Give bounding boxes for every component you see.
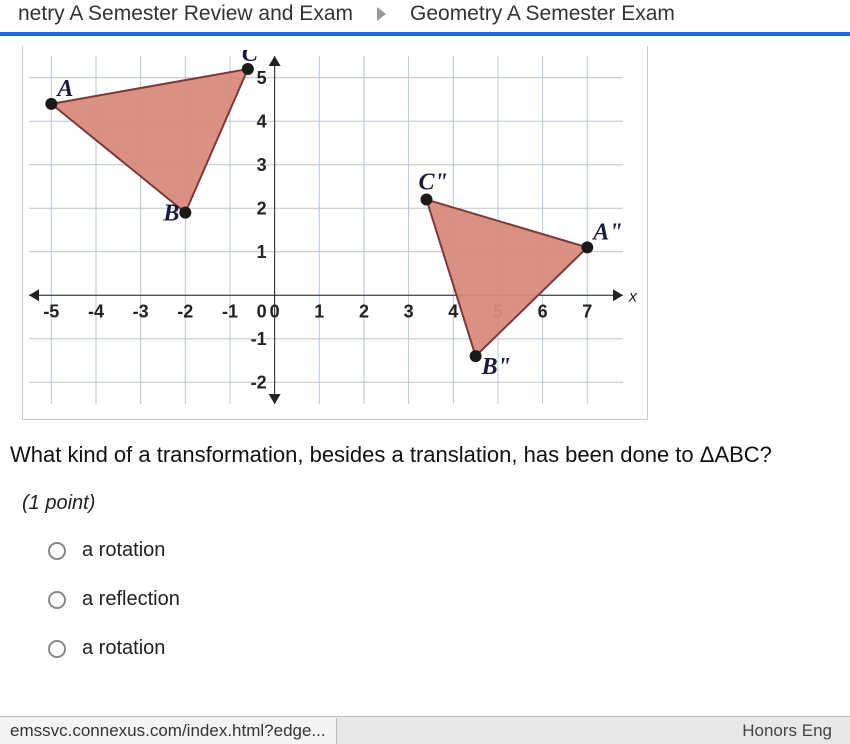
svg-text:0: 0 [257,301,267,321]
svg-text:6: 6 [538,301,548,321]
svg-text:-2: -2 [177,301,193,321]
status-url: emssvc.connexus.com/index.html?edge... [0,718,337,744]
option-b[interactable]: a reflection [48,588,850,611]
status-bar: emssvc.connexus.com/index.html?edge... H… [0,716,850,744]
svg-text:-1: -1 [222,301,238,321]
option-label: a rotation [82,637,165,660]
svg-text:B: B [162,201,179,227]
option-label: a rotation [82,539,165,562]
svg-text:0: 0 [270,301,280,321]
svg-text:1: 1 [314,301,324,321]
svg-text:-2: -2 [251,372,267,392]
option-label: a reflection [82,588,180,611]
breadcrumb: netry A Semester Review and Exam Geometr… [0,0,850,36]
status-right: Honors Eng [742,721,850,741]
svg-text:x: x [628,288,638,305]
breadcrumb-current: Geometry A Semester Exam [392,2,693,26]
radio-icon [48,542,66,560]
chevron-right-icon [377,7,386,21]
question-text: What kind of a transformation, besides a… [10,442,846,468]
svg-text:4: 4 [448,301,458,321]
svg-text:3: 3 [404,301,414,321]
svg-text:4: 4 [257,111,267,131]
svg-text:-4: -4 [88,301,104,321]
svg-text:A: A [55,76,73,102]
svg-text:2: 2 [359,301,369,321]
breadcrumb-parent[interactable]: netry A Semester Review and Exam [0,2,371,26]
svg-text:5: 5 [257,68,267,88]
svg-text:3: 3 [257,155,267,175]
svg-text:A": A" [591,219,622,245]
svg-text:-1: -1 [251,329,267,349]
grid-svg: x-5-4-3-2-101234567-2-1123450ACBC"A"B" [23,50,643,410]
coordinate-grid-figure: x-5-4-3-2-101234567-2-1123450ACBC"A"B" [22,46,648,420]
svg-text:-5: -5 [43,301,59,321]
svg-text:1: 1 [257,242,267,262]
radio-icon [48,640,66,658]
option-a[interactable]: a rotation [48,539,850,562]
answer-options: a rotation a reflection a rotation [48,539,850,660]
svg-text:2: 2 [257,198,267,218]
svg-text:C: C [242,50,259,67]
question-points: (1 point) [22,492,850,515]
svg-text:B": B" [481,354,511,380]
svg-text:-3: -3 [133,301,149,321]
svg-text:C": C" [418,170,447,196]
option-c[interactable]: a rotation [48,637,850,660]
radio-icon [48,591,66,609]
svg-text:7: 7 [582,301,592,321]
